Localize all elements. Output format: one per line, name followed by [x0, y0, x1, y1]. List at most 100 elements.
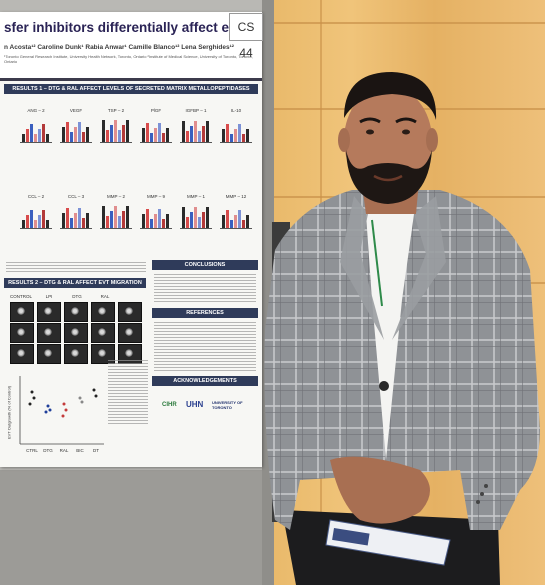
- chart-bar: [118, 130, 121, 142]
- mini-bar-chart: MMP – 1: [180, 194, 212, 232]
- micrograph-tile: [91, 302, 115, 322]
- chart-bar: [110, 125, 113, 142]
- chart-bar: [62, 127, 65, 142]
- chart-bar: [126, 120, 129, 142]
- mini-bar-chart: CCL – 2: [20, 194, 52, 232]
- chart-bar: [198, 217, 201, 228]
- floor: [0, 470, 270, 585]
- chart-bar: [46, 134, 49, 142]
- pamphlet: [325, 519, 451, 566]
- mini-bar-chart: VEGF: [60, 108, 92, 146]
- chart-bar: [74, 127, 77, 142]
- chart-bar: [110, 211, 113, 228]
- chart-bar: [222, 215, 225, 228]
- mini-bar-chart: CCL – 3: [60, 194, 92, 232]
- jacket-button: [379, 381, 389, 391]
- chart-bar: [62, 213, 65, 228]
- micro-label: RAL: [100, 294, 110, 299]
- micrograph-tile: [118, 302, 142, 322]
- micro-label: CONTROL: [9, 294, 32, 299]
- conclusions-text: [154, 274, 256, 304]
- mini-bar-chart: MMP – 12: [220, 194, 252, 232]
- chart-bar: [234, 215, 237, 228]
- micrograph-tile: [37, 344, 61, 364]
- lanyard: [371, 219, 383, 307]
- chart-bar: [154, 128, 157, 142]
- uoft-logo: UNIVERSITY OF TORONTO: [212, 400, 243, 410]
- chart-label: MMP – 9: [147, 194, 165, 199]
- uhn-logo: UHN: [186, 400, 204, 409]
- chart-bar: [226, 210, 229, 228]
- chart-bar: [242, 134, 245, 142]
- chart-bar: [230, 220, 233, 228]
- results2-heading: RESULTS 2 – DTG & RAL AFFECT EVT MIGRATI…: [4, 278, 146, 288]
- chart-bar: [78, 208, 81, 228]
- scatter-xlabel: DTG: [43, 448, 53, 453]
- chart-bar: [150, 133, 153, 142]
- mini-bar-chart: MMP – 2: [100, 194, 132, 232]
- chart-bar: [206, 207, 209, 228]
- graph2-caption: [108, 360, 148, 426]
- chart-bar: [246, 129, 249, 142]
- chart-bar: [182, 121, 185, 142]
- poster-title: sfer inhibitors differentially affect ea…: [4, 20, 258, 35]
- chart-label: MMP – 12: [225, 194, 247, 199]
- micro-label: LPI: [45, 294, 53, 299]
- chart-bar: [34, 134, 37, 142]
- scatter-xlabel: RAL: [59, 448, 69, 453]
- micrograph-tile: [64, 344, 88, 364]
- chart-bar: [126, 206, 129, 228]
- chart-bar: [22, 134, 25, 142]
- chart-bar: [42, 124, 45, 142]
- chart-label: CCL – 3: [67, 194, 85, 199]
- chart-bar: [166, 128, 169, 142]
- chart-bar: [154, 214, 157, 228]
- chart-bar: [34, 220, 37, 228]
- chart-bar: [150, 219, 153, 228]
- chart-bar: [162, 219, 165, 228]
- chart-bar: [158, 209, 161, 228]
- mini-bar-chart: IL-10: [220, 108, 252, 146]
- chart-bar: [142, 128, 145, 142]
- micrograph-tile: [118, 323, 142, 343]
- poster-affiliations: ¹Toronto General Research Institute, Uni…: [4, 54, 253, 64]
- chart-bar: [86, 127, 89, 142]
- chart-bar: [238, 124, 241, 142]
- chart-bar: [246, 215, 249, 228]
- mini-bar-chart: MMP – 9: [140, 194, 172, 232]
- chart-bar: [118, 216, 121, 228]
- chart-bar: [190, 212, 193, 228]
- scatter-xlabel: BIC: [76, 448, 84, 453]
- chart-bar: [238, 210, 241, 228]
- beard: [346, 150, 432, 204]
- chart-bar: [166, 214, 169, 228]
- graph-caption: [6, 262, 146, 274]
- chart-bar: [102, 120, 105, 142]
- chart-bar: [30, 210, 33, 228]
- micrograph-tile: [37, 323, 61, 343]
- chart-bar: [38, 129, 41, 142]
- chart-bar: [194, 121, 197, 142]
- chart-bar: [66, 122, 69, 142]
- chart-bar: [70, 218, 73, 228]
- chart-bar: [70, 132, 73, 142]
- chart-label: ANG – 2: [27, 108, 45, 113]
- micrograph-tile: [37, 302, 61, 322]
- chart-bar: [66, 208, 69, 228]
- micro-label: DTG: [72, 294, 82, 299]
- chart-bar: [186, 131, 189, 142]
- chart-bar: [234, 129, 237, 142]
- chart-bar: [142, 214, 145, 228]
- research-poster: sfer inhibitors differentially affect ea…: [0, 12, 262, 467]
- chart-bar: [182, 207, 185, 228]
- scatter-xlabel: DT: [93, 448, 99, 453]
- chart-bar: [194, 207, 197, 228]
- results1-heading: RESULTS 1 – DTG & RAL AFFECT LEVELS OF S…: [4, 84, 258, 94]
- chart-bar: [86, 213, 89, 228]
- chart-bar: [114, 206, 117, 228]
- chart-bar: [226, 124, 229, 142]
- chart-label: IL-10: [230, 108, 242, 113]
- micrograph-tile: [10, 302, 34, 322]
